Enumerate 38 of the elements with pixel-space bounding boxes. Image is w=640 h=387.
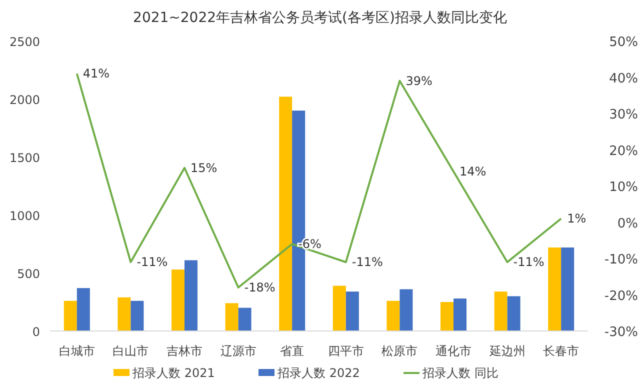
ytick: 0 [32,325,40,339]
xtick: 通化市 [436,344,472,358]
xtick: 辽源市 [220,344,256,358]
data-label: -11% [352,255,383,270]
data-label: 15% [190,160,218,175]
xtick: 延边州 [489,344,526,358]
xtick: 松原市 [382,344,418,358]
y2tick: -10% [604,252,638,268]
y2tick: 0% [617,216,638,232]
xtick: 省直 [280,344,304,358]
data-label: -11% [513,255,544,270]
xtick: 长春市 [543,344,580,358]
data-label: 1% [567,212,586,226]
xtick: 四平市 [328,344,364,358]
y2tick: -20% [604,288,638,304]
data-label: 41% [82,66,110,81]
ytick: 1500 [9,151,40,165]
data-label: -11% [136,255,168,270]
xtick: 吉林市 [166,344,202,358]
data-label: -18% [244,280,276,294]
ytick: 2500 [9,35,40,49]
y2tick: -30% [604,325,638,340]
y2tick: 40% [609,71,638,86]
ytick: 500 [17,267,40,281]
legend-label: 招录人数 2022 [278,366,360,380]
ytick: 1000 [9,209,40,223]
title: 2021~2022年吉林省公务员考试(各考区)招录人数同比变化 [133,10,507,26]
xtick: 白山市 [112,344,149,358]
legend-label: 招录人数 2021 [132,366,215,380]
xtick: 白城市 [58,344,95,358]
data-label: 14% [460,164,486,178]
ytick: 2000 [9,93,40,107]
data-label: 39% [406,74,432,88]
y2tick: 20% [609,144,638,159]
y2tick: 50% [609,35,638,50]
y2tick: 30% [609,108,638,122]
legend-label: 招录人数 同比 [422,366,498,380]
y2tick: 10% [609,180,638,195]
